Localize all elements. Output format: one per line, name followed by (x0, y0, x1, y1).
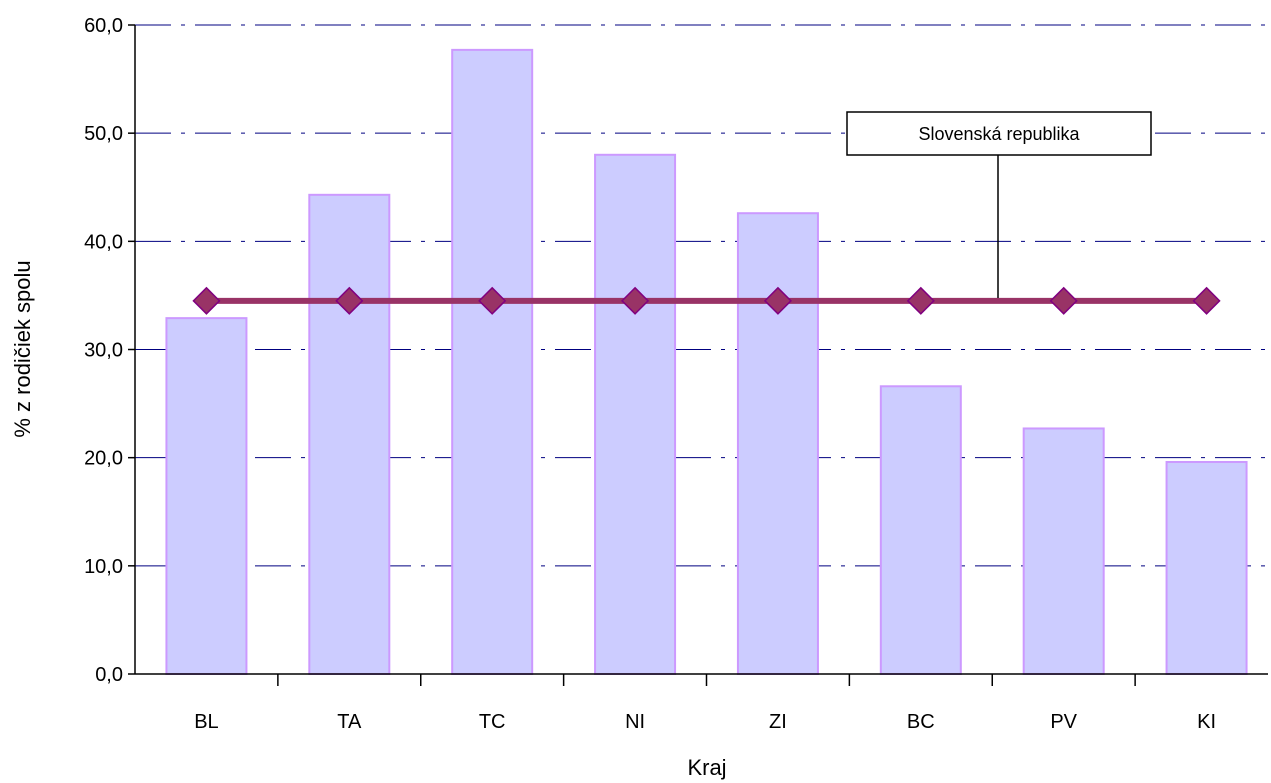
y-tick-label: 20,0 (84, 448, 123, 470)
y-tick-label: 10,0 (84, 556, 123, 578)
x-tick-label: NI (625, 711, 645, 733)
x-ticks: BL TA TC NI ZI BC PV KI (194, 674, 1216, 733)
x-tick-label: PV (1050, 711, 1077, 733)
x-tick-label: TC (479, 711, 506, 733)
reference-marker (906, 286, 935, 315)
bar-tc (451, 48, 534, 675)
x-tick-label: TA (337, 711, 362, 733)
bar-ni (594, 153, 677, 676)
x-tick-label: BL (194, 711, 218, 733)
bar-pv (1022, 427, 1105, 675)
x-tick-label: ZI (769, 711, 787, 733)
y-tick-label: 0,0 (95, 664, 123, 686)
reference-marker (763, 286, 792, 315)
y-ticks: 0,0 10,0 20,0 30,0 40,0 50,0 60,0 (84, 15, 135, 686)
y-tick-label: 30,0 (84, 340, 123, 362)
reference-marker (335, 286, 364, 315)
bar-zi (736, 212, 819, 676)
reference-marker (1049, 286, 1078, 315)
callout: Slovenská republika (846, 111, 1152, 298)
bar-ki (1165, 460, 1248, 676)
reference-marker (478, 286, 507, 315)
bar-bl (165, 317, 248, 675)
reference-marker (1192, 286, 1221, 315)
reference-marker (192, 286, 221, 315)
bar-ta (308, 193, 391, 676)
reference-marker (621, 286, 650, 315)
callout-box (846, 111, 1152, 156)
y-tick-label: 40,0 (84, 231, 123, 253)
callout-text: Slovenská republika (918, 124, 1080, 144)
y-tick-label: 50,0 (84, 123, 123, 145)
y-axis-title: % z rodičiek spolu (10, 260, 35, 437)
reference-series (192, 286, 1221, 315)
x-tick-label: BC (907, 711, 935, 733)
y-tick-label: 60,0 (84, 15, 123, 37)
x-axis-title: Kraj (687, 755, 726, 780)
x-tick-label: KI (1197, 711, 1216, 733)
bar-bc (879, 385, 962, 675)
